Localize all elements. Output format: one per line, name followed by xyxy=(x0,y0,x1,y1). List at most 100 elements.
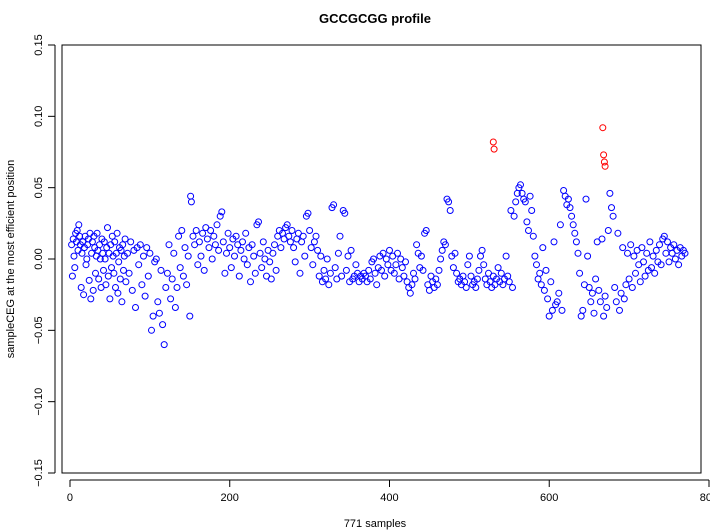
data-point xyxy=(187,198,195,206)
data-point xyxy=(413,241,421,249)
data-point xyxy=(146,249,154,257)
data-point xyxy=(523,218,531,226)
data-point xyxy=(379,249,387,257)
data-point xyxy=(624,249,631,257)
data-point xyxy=(149,312,157,320)
data-point xyxy=(584,252,592,260)
data-point xyxy=(227,264,235,272)
data-point xyxy=(314,246,322,254)
data-point xyxy=(502,252,510,260)
data-point xyxy=(210,232,218,240)
data-point xyxy=(96,255,104,263)
data-point xyxy=(301,252,309,260)
data-point xyxy=(606,189,614,197)
data-point xyxy=(408,281,416,289)
data-point xyxy=(417,252,425,260)
data-point xyxy=(75,221,83,229)
data-point xyxy=(83,255,91,263)
data-point xyxy=(298,238,306,246)
data-point xyxy=(382,255,390,263)
data-point xyxy=(77,284,85,291)
data-point xyxy=(231,252,238,260)
data-point xyxy=(664,238,671,246)
data-point xyxy=(477,252,484,260)
data-point xyxy=(239,238,246,246)
data-point xyxy=(648,264,655,272)
data-point xyxy=(223,249,230,257)
data-point xyxy=(370,255,377,263)
data-point xyxy=(124,249,131,257)
data-point xyxy=(616,306,623,314)
data-point xyxy=(176,264,184,272)
data-point xyxy=(592,275,600,283)
data-point xyxy=(323,255,331,263)
data-point xyxy=(184,252,192,260)
data-point xyxy=(660,232,668,240)
data-point xyxy=(419,266,427,274)
data-point xyxy=(250,252,258,260)
data-point xyxy=(665,258,673,266)
y-tick-label: 0.05 xyxy=(33,177,45,198)
data-point xyxy=(662,249,670,257)
data-point xyxy=(544,295,552,303)
data-point xyxy=(141,292,149,300)
data-point xyxy=(119,241,127,249)
data-point xyxy=(373,281,381,289)
data-point xyxy=(465,252,473,260)
data-point xyxy=(422,227,430,234)
data-point xyxy=(87,295,95,303)
data-point xyxy=(571,229,579,237)
data-point xyxy=(331,264,339,272)
data-point xyxy=(497,269,505,277)
data-point xyxy=(175,232,183,240)
data-point xyxy=(192,227,200,234)
data-point xyxy=(406,289,414,297)
data-point xyxy=(398,264,406,272)
chart-title: GCCGCGG profile xyxy=(319,11,431,26)
data-point xyxy=(92,269,99,277)
data-point xyxy=(652,246,660,254)
data-point xyxy=(564,195,572,203)
data-point xyxy=(299,232,307,240)
data-point xyxy=(152,255,160,263)
data-point xyxy=(435,266,443,274)
data-point xyxy=(347,246,355,254)
data-point xyxy=(643,249,651,257)
data-point xyxy=(657,261,665,269)
data-point xyxy=(219,238,227,246)
data-point xyxy=(248,241,256,249)
data-point xyxy=(598,235,606,243)
data-point xyxy=(480,261,488,269)
data-point xyxy=(140,252,147,260)
data-point xyxy=(556,221,564,229)
data-point xyxy=(577,312,585,320)
data-point xyxy=(574,249,582,257)
data-point xyxy=(135,261,143,269)
data-point xyxy=(534,275,542,283)
data-point xyxy=(525,227,532,234)
data-point xyxy=(630,252,638,260)
data-point xyxy=(587,298,595,306)
data-point xyxy=(85,276,93,284)
data-point xyxy=(451,249,459,257)
data-point xyxy=(446,207,454,214)
data-point xyxy=(205,244,213,252)
data-point xyxy=(132,304,139,311)
data-point xyxy=(392,261,400,269)
data-point xyxy=(545,312,553,320)
data-point xyxy=(560,187,568,194)
data-point xyxy=(317,252,325,260)
data-point xyxy=(453,269,461,277)
data-point xyxy=(70,252,78,260)
data-point xyxy=(656,241,663,249)
data-point xyxy=(646,238,654,246)
data-point xyxy=(306,227,314,234)
data-point xyxy=(625,275,633,283)
y-tick-label: −0.15 xyxy=(33,459,45,487)
x-tick-label: 400 xyxy=(380,492,398,504)
data-point xyxy=(120,266,127,274)
data-point xyxy=(622,281,630,289)
data-point xyxy=(272,266,280,274)
data-point xyxy=(68,272,76,280)
data-point xyxy=(585,284,593,291)
